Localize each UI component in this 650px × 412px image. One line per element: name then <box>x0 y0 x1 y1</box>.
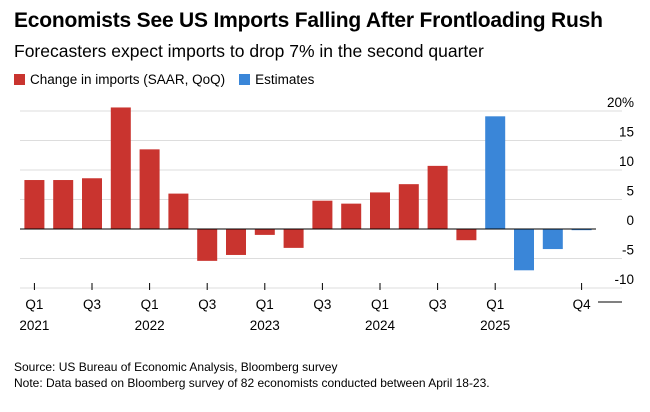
x-tick-label: Q1 <box>141 297 159 312</box>
chart-subtitle: Forecasters expect imports to drop 7% in… <box>14 41 484 61</box>
legend-item-actual: Change in imports (SAAR, QoQ) <box>14 72 225 87</box>
y-tick-label: 0 <box>626 213 634 228</box>
y-tick-label: -5 <box>622 243 634 258</box>
legend-item-estimates: Estimates <box>239 72 314 87</box>
bar-actual <box>168 193 189 229</box>
bar-estimate <box>571 229 592 231</box>
bar-estimate <box>514 229 534 271</box>
x-tick-label: Q1 <box>371 297 389 312</box>
bar-actual <box>427 165 448 229</box>
x-tick-year-label: 2025 <box>480 318 510 333</box>
bar-actual <box>254 229 275 235</box>
x-tick-label: Q3 <box>429 297 447 312</box>
y-tick-label: 20% <box>607 95 634 110</box>
x-tick-year-label: 2024 <box>365 318 396 333</box>
bar-actual <box>312 200 333 229</box>
x-tick-label: Q1 <box>256 297 274 312</box>
legend-label-estimates: Estimates <box>255 72 315 87</box>
legend-label-actual: Change in imports (SAAR, QoQ) <box>30 72 226 87</box>
bar-actual <box>283 229 304 248</box>
bar-actual <box>139 149 160 229</box>
legend: Change in imports (SAAR, QoQ) Estimates <box>14 72 328 87</box>
source-note: Source: US Bureau of Economic Analysis, … <box>14 360 338 374</box>
x-tick-label: Q1 <box>486 297 504 312</box>
bar-actual <box>226 229 246 255</box>
bar-actual <box>82 178 102 229</box>
bar-actual <box>456 229 477 241</box>
bar-estimate <box>542 229 563 250</box>
y-tick-label: 5 <box>626 184 634 199</box>
bar-actual <box>398 184 419 229</box>
bar-actual <box>24 180 45 229</box>
bar-actual <box>53 180 74 229</box>
bar-actual <box>341 203 362 229</box>
y-tick-label: 10 <box>619 154 634 169</box>
bar-actual <box>197 229 218 261</box>
x-tick-label: Q3 <box>313 297 331 312</box>
y-tick-label: -10 <box>614 272 634 287</box>
x-tick-year-label: 2023 <box>250 318 280 333</box>
x-tick-label: Q1 <box>25 297 43 312</box>
x-tick-label: Q4 <box>573 297 592 312</box>
chart-title: Economists See US Imports Falling After … <box>14 9 603 32</box>
x-tick-label: Q3 <box>83 297 101 312</box>
footnote: Note: Data based on Bloomberg survey of … <box>14 376 490 390</box>
bar-actual <box>110 107 131 229</box>
bar-estimate <box>485 116 506 229</box>
x-tick-year-label: 2021 <box>19 318 49 333</box>
x-tick-label: Q3 <box>198 297 216 312</box>
y-tick-label: 15 <box>619 125 634 140</box>
bar-actual <box>370 192 390 229</box>
legend-swatch-actual <box>14 74 25 85</box>
legend-swatch-estimates <box>239 74 251 85</box>
x-tick-year-label: 2022 <box>135 318 165 333</box>
